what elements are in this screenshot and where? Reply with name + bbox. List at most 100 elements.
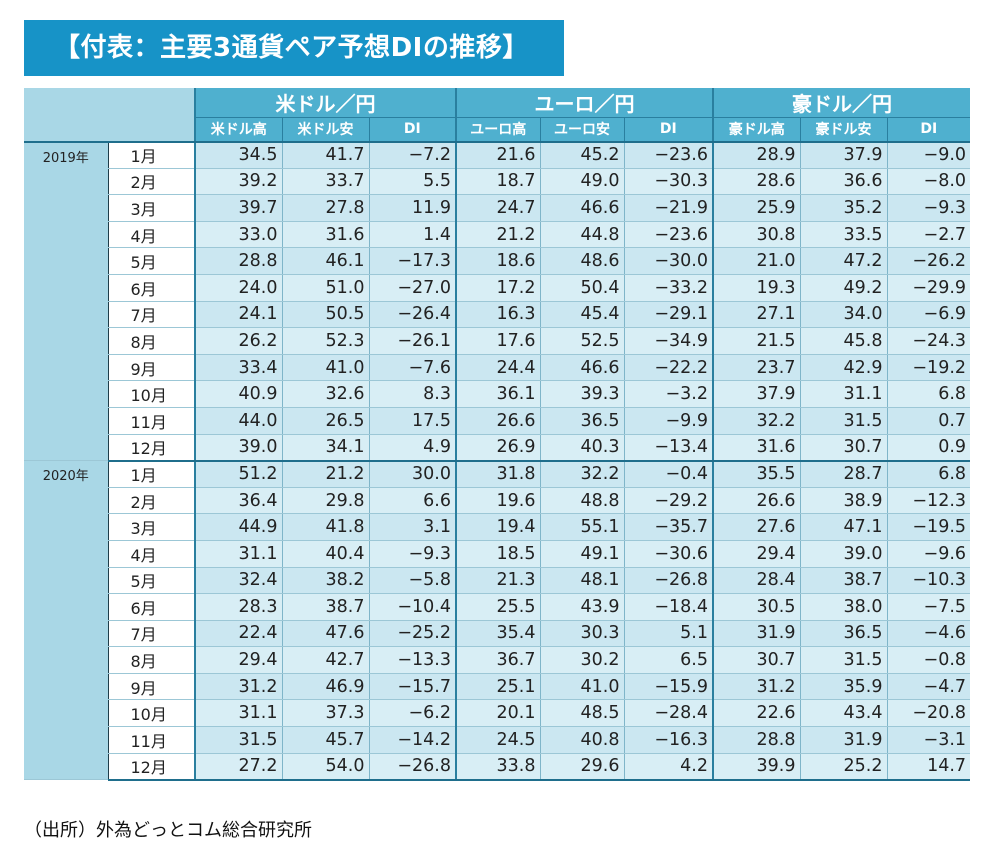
table-row: 9月 33.4 41.0 −7.6 24.4 46.6 −22.2 23.7 42.9 −19.2 <box>24 354 971 382</box>
di-value-cell: −9.0 <box>886 141 971 169</box>
value-cell: 45.8 <box>799 327 887 355</box>
di-value-cell: −26.1 <box>368 327 456 355</box>
value-cell: 21.3 <box>455 567 540 595</box>
value-cell: 33.5 <box>799 221 887 249</box>
table-row: 11月 31.5 45.7 −14.2 24.5 40.8 −16.3 28.8 31.9 −3.… <box>24 726 971 754</box>
year-label: 2019年 <box>24 141 108 462</box>
di-value-cell: −26.8 <box>623 567 713 595</box>
month-label: 10月 <box>107 699 195 728</box>
value-cell: 30.7 <box>799 434 887 462</box>
table-row: 5月 32.4 38.2 −5.8 21.3 48.1 −26.8 28.4 38.7 −10.3 <box>24 567 971 595</box>
month-label: 12月 <box>107 434 195 462</box>
value-cell: 55.1 <box>539 513 624 541</box>
di-value-cell: −26.8 <box>368 753 456 781</box>
value-cell: 48.8 <box>539 487 624 515</box>
value-cell: 28.8 <box>194 247 282 275</box>
value-cell: 52.3 <box>281 327 369 355</box>
value-cell: 36.5 <box>539 407 624 435</box>
value-cell: 48.5 <box>539 699 624 728</box>
di-value-cell: −19.5 <box>886 513 971 541</box>
value-cell: 31.5 <box>799 407 887 435</box>
di-value-cell: −18.4 <box>623 593 713 621</box>
value-cell: 45.4 <box>539 301 624 329</box>
value-cell: 17.6 <box>455 327 540 355</box>
table-row: 6月 24.0 51.0 −27.0 17.2 50.4 −33.2 19.3 49.2 −29.… <box>24 274 971 302</box>
value-cell: 30.2 <box>539 646 624 674</box>
month-label: 2月 <box>107 168 195 196</box>
value-cell: 31.1 <box>194 699 282 728</box>
di-value-cell: −30.6 <box>623 540 713 568</box>
month-label: 7月 <box>107 620 195 648</box>
value-cell: 31.6 <box>712 434 800 462</box>
value-cell: 38.2 <box>281 567 369 595</box>
di-value-cell: −9.6 <box>886 540 971 568</box>
table-row: 6月 28.3 38.7 −10.4 25.5 43.9 −18.4 30.5 38.0 −7.5 <box>24 593 971 621</box>
di-value-cell: −5.8 <box>368 567 456 595</box>
table-row: 2月 39.2 33.7 5.5 18.7 49.0 −30.3 28.6 36.6 −8.0 <box>24 168 971 196</box>
value-cell: 32.2 <box>539 460 624 488</box>
di-value-cell: 5.5 <box>368 168 456 196</box>
sub-header-row: 米ドル高 米ドル安 DI ユーロ高 ユーロ安 DI 豪ドル高 豪ドル安 DI <box>24 117 971 143</box>
table-row: 5月 28.8 46.1 −17.3 18.6 48.6 −30.0 21.0 47.2 −26.… <box>24 247 971 275</box>
value-cell: 20.1 <box>455 699 540 728</box>
value-cell: 39.0 <box>799 540 887 568</box>
di-value-cell: −23.6 <box>623 221 713 249</box>
value-cell: 25.9 <box>712 194 800 222</box>
di-value-cell: −19.2 <box>886 354 971 382</box>
di-value-cell: −2.7 <box>886 221 971 249</box>
table-row: 2月 36.4 29.8 6.6 19.6 48.8 −29.2 26.6 38.9 −12.3 <box>24 487 971 515</box>
group-header-row: 米ドル／円 ユーロ／円 豪ドル／円 <box>24 88 971 143</box>
value-cell: 50.4 <box>539 274 624 302</box>
di-value-cell: −23.6 <box>623 141 713 169</box>
di-value-cell: −3.2 <box>623 380 713 408</box>
month-label: 5月 <box>107 247 195 275</box>
month-label: 1月 <box>107 460 195 488</box>
di-value-cell: −10.4 <box>368 593 456 621</box>
value-cell: 26.5 <box>281 407 369 435</box>
group-header-usdjpy: 米ドル／円 <box>194 88 456 118</box>
value-cell: 37.9 <box>712 380 800 408</box>
value-cell: 41.8 <box>281 513 369 541</box>
value-cell: 27.6 <box>712 513 800 541</box>
value-cell: 44.0 <box>194 407 282 435</box>
di-value-cell: −13.4 <box>623 434 713 462</box>
value-cell: 39.7 <box>194 194 282 222</box>
value-cell: 49.2 <box>799 274 887 302</box>
table-row: 2019年 1月 34.5 41.7 −7.2 21.6 45.2 −23.6 28.9 37.9… <box>24 141 971 462</box>
month-label: 9月 <box>107 354 195 382</box>
di-value-cell: −30.3 <box>623 168 713 196</box>
di-value-cell: 11.9 <box>368 194 456 222</box>
di-value-cell: 6.5 <box>623 646 713 674</box>
di-value-cell: −9.3 <box>368 540 456 568</box>
value-cell: 29.6 <box>539 753 624 781</box>
month-label: 2月 <box>107 487 195 515</box>
col-header: 豪ドル安 <box>799 117 887 143</box>
value-cell: 31.2 <box>194 673 282 701</box>
value-cell: 21.0 <box>712 247 800 275</box>
value-cell: 48.6 <box>539 247 624 275</box>
value-cell: 36.1 <box>455 380 540 408</box>
di-value-cell: −0.8 <box>886 646 971 674</box>
month-label: 7月 <box>107 301 195 329</box>
value-cell: 51.0 <box>281 274 369 302</box>
value-cell: 23.7 <box>712 354 800 382</box>
value-cell: 26.6 <box>712 487 800 515</box>
value-cell: 44.9 <box>194 513 282 541</box>
col-header: ユーロ高 <box>455 117 540 143</box>
di-value-cell: 1.4 <box>368 221 456 249</box>
value-cell: 31.8 <box>455 460 540 488</box>
table-row: 8月 26.2 52.3 −26.1 17.6 52.5 −34.9 21.5 45.8 −24.… <box>24 327 971 355</box>
table-row: 12月 27.2 54.0 −26.8 33.8 29.6 4.2 39.9 25.2 14.7 <box>24 753 971 781</box>
value-cell: 35.5 <box>712 460 800 488</box>
value-cell: 47.1 <box>799 513 887 541</box>
value-cell: 28.4 <box>712 567 800 595</box>
di-value-cell: −29.9 <box>886 274 971 302</box>
value-cell: 39.9 <box>712 753 800 781</box>
source-note: （出所）外為どっとコム総合研究所 <box>24 820 312 841</box>
di-value-cell: −12.3 <box>886 487 971 515</box>
value-cell: 25.5 <box>455 593 540 621</box>
table-row: 4月 31.1 40.4 −9.3 18.5 49.1 −30.6 29.4 39.0 −9.6 <box>24 540 971 568</box>
value-cell: 28.3 <box>194 593 282 621</box>
value-cell: 31.1 <box>194 540 282 568</box>
value-cell: 26.9 <box>455 434 540 462</box>
